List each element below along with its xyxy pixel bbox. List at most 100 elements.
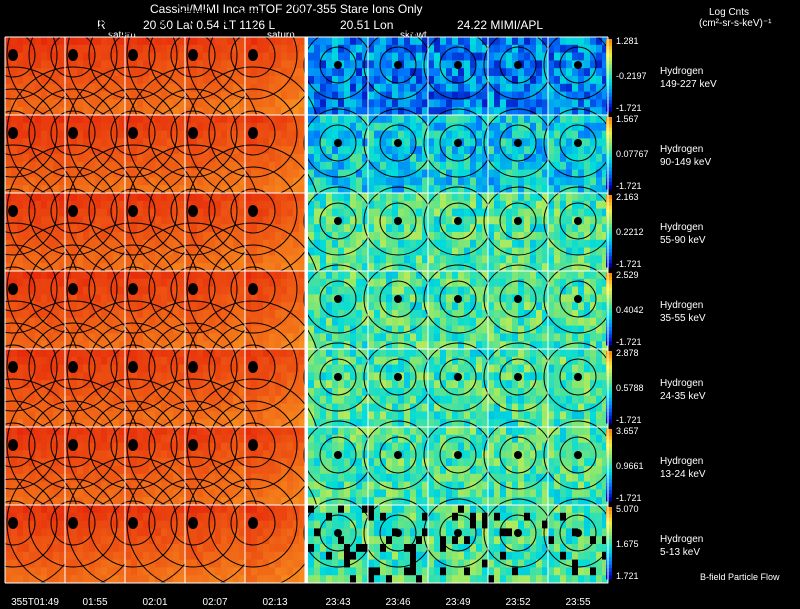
colorbar-mid: -0.2197 [616, 71, 647, 81]
timestamp-label: 23:43 [325, 597, 351, 608]
saturn-icon [394, 139, 402, 147]
saturn-icon [8, 205, 18, 217]
mimi-label: 24.22 MIMI/APL [457, 18, 544, 32]
saturn-icon [514, 139, 522, 147]
saturn-icon [454, 451, 462, 459]
image-panel [423, 342, 493, 428]
image-panel [186, 0, 320, 122]
skr-label: skr-wt [400, 30, 427, 41]
colorbar-mid: 0.5788 [616, 383, 644, 393]
saturn-icon [128, 283, 138, 295]
panel-separator [305, 37, 308, 583]
colorbar-mid: 0.4042 [616, 305, 644, 315]
saturn-icon [394, 217, 402, 225]
saturn-icon [514, 217, 522, 225]
saturn-icon [128, 361, 138, 373]
saturn-icon [188, 283, 198, 295]
saturn-icon [334, 139, 342, 147]
image-panel [423, 498, 493, 584]
units-formula: (cm²-sr-s-keV)⁻¹ [699, 18, 772, 29]
energy-range-label: 55-90 keV [660, 235, 706, 246]
saturn-icon [68, 361, 78, 373]
image-panel [483, 342, 553, 428]
timestamp-label: 23:55 [565, 597, 591, 608]
colorbar-mid: 1.675 [616, 539, 639, 549]
species-label: Hydrogen [660, 66, 704, 77]
image-panel [483, 420, 553, 506]
image-panel [6, 378, 140, 512]
saturn-icon [188, 49, 198, 61]
image-panel [483, 108, 553, 194]
saturn-icon [248, 439, 258, 451]
saturn-icon [248, 205, 258, 217]
saturn-icon [68, 517, 78, 529]
colorbar-max: 1.567 [616, 114, 639, 124]
image-panel [66, 144, 200, 278]
saturn-icon [454, 139, 462, 147]
saturn-icon [334, 451, 342, 459]
saturn-icon [394, 61, 402, 69]
species-label: Hydrogen [660, 378, 704, 389]
saturn-icon [334, 217, 342, 225]
saturn-icon [514, 61, 522, 69]
plot-title: Cassini/MIMI Inca mTOF 2007-355 Stare Io… [150, 2, 423, 16]
colorbar [606, 39, 612, 112]
saturn-icon [514, 451, 522, 459]
saturn-icon [188, 517, 198, 529]
colorbar-mid: 0.07767 [616, 149, 649, 159]
lon-readout: 20.51 Lon [340, 18, 394, 32]
timestamp-label: 02:01 [142, 597, 168, 608]
saturn-icon [248, 283, 258, 295]
colorbar [606, 273, 612, 346]
saturn-icon [68, 439, 78, 451]
image-panel [423, 108, 493, 194]
saturn-icon [188, 127, 198, 139]
image-panel [363, 420, 433, 506]
image-panel [543, 264, 613, 350]
saturn-icon [128, 517, 138, 529]
species-label: Hydrogen [660, 222, 704, 233]
image-panel [303, 342, 373, 428]
image-panel [543, 498, 613, 584]
energy-range-label: 13-24 keV [660, 469, 706, 480]
image-panel [66, 0, 200, 122]
image-panel [0, 378, 80, 512]
saturn-icon [248, 517, 258, 529]
saturn-icon [334, 61, 342, 69]
saturn-icon [8, 127, 18, 139]
saturn-icon [8, 517, 18, 529]
saturn-icon [8, 283, 18, 295]
image-panel [186, 300, 320, 434]
colorbar-max: 5.070 [616, 504, 639, 514]
colorbar-max: 2.878 [616, 348, 639, 358]
saturn-icon [334, 529, 342, 537]
image-panel [483, 186, 553, 272]
energy-range-label: 24-35 keV [660, 391, 706, 402]
energy-range-label: 5-13 keV [660, 547, 701, 558]
energy-range-label: 149-227 keV [660, 79, 717, 90]
saturn-icon [514, 529, 522, 537]
timestamp-label: 01:55 [82, 597, 108, 608]
saturn-icon [68, 205, 78, 217]
colorbar-min: -1.721 [616, 337, 642, 347]
colorbar [606, 507, 612, 580]
colorbar-min: -1.721 [616, 181, 642, 191]
saturn-icon [574, 61, 582, 69]
saturn-icon [248, 127, 258, 139]
species-label: Hydrogen [660, 300, 704, 311]
colorbar-max: 1.281 [616, 36, 639, 46]
image-panel [363, 186, 433, 272]
colorbar [606, 117, 612, 190]
saturn-icon [8, 361, 18, 373]
timestamp-label: 23:49 [445, 597, 471, 608]
image-panel [6, 300, 140, 434]
image-panel [186, 456, 320, 590]
image-panel [0, 456, 80, 590]
image-panel [303, 30, 373, 116]
saturn-icon [68, 49, 78, 61]
saturn-icon [454, 217, 462, 225]
saturn-icon [188, 439, 198, 451]
image-panel [483, 264, 553, 350]
saturn-icon [334, 295, 342, 303]
